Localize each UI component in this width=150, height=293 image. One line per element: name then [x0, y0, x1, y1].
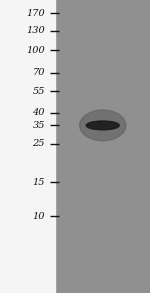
Text: 70: 70 [33, 68, 45, 77]
Text: 170: 170 [26, 9, 45, 18]
Bar [0, 0, 55, 293]
Text: 55: 55 [33, 87, 45, 96]
Text: 15: 15 [33, 178, 45, 187]
Text: 100: 100 [26, 46, 45, 55]
Text: 10: 10 [33, 212, 45, 221]
Ellipse shape [86, 121, 119, 130]
Ellipse shape [80, 110, 126, 141]
Text: 25: 25 [33, 139, 45, 148]
Text: 40: 40 [33, 108, 45, 117]
Text: 130: 130 [26, 26, 45, 35]
Text: 35: 35 [33, 121, 45, 130]
